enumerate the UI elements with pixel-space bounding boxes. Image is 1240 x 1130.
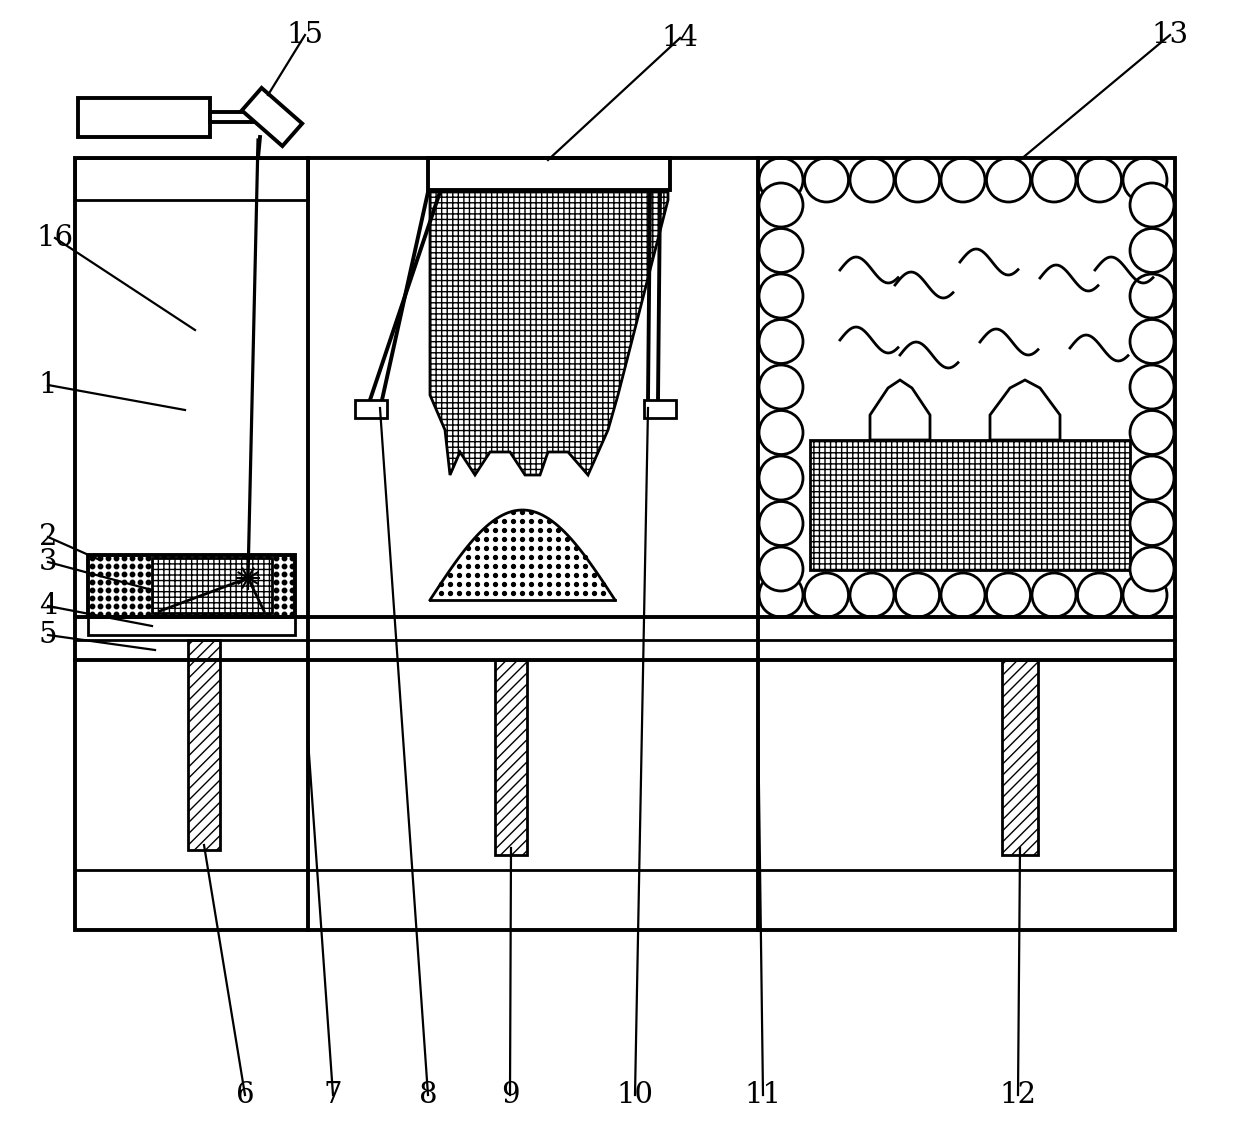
Text: 8: 8	[419, 1081, 438, 1109]
Circle shape	[1123, 158, 1167, 202]
Circle shape	[1130, 320, 1174, 364]
Bar	[88, 617, 295, 635]
Circle shape	[1130, 228, 1174, 272]
Text: 11: 11	[744, 1081, 781, 1109]
Bar	[210, 112, 260, 122]
Polygon shape	[242, 88, 303, 146]
Text: 16: 16	[36, 224, 73, 252]
Circle shape	[1130, 547, 1174, 591]
Circle shape	[1078, 573, 1121, 617]
Bar	[644, 400, 676, 418]
Circle shape	[759, 273, 804, 318]
Bar	[1002, 660, 1038, 855]
Circle shape	[1130, 183, 1174, 227]
Circle shape	[1130, 273, 1174, 318]
Circle shape	[1032, 158, 1076, 202]
Text: 12: 12	[999, 1081, 1037, 1109]
Circle shape	[1130, 410, 1174, 454]
Text: 1: 1	[38, 371, 57, 399]
Bar	[428, 158, 670, 190]
Polygon shape	[990, 380, 1060, 440]
Text: 10: 10	[616, 1081, 653, 1109]
Circle shape	[759, 502, 804, 546]
Bar	[88, 555, 295, 617]
Text: 3: 3	[38, 548, 57, 576]
Circle shape	[1032, 573, 1076, 617]
Circle shape	[759, 183, 804, 227]
Circle shape	[941, 158, 985, 202]
Text: 9: 9	[501, 1081, 520, 1109]
Bar	[495, 660, 527, 855]
Bar	[78, 98, 210, 137]
Circle shape	[895, 573, 940, 617]
Text: 14: 14	[661, 24, 698, 52]
Circle shape	[987, 158, 1030, 202]
Circle shape	[759, 457, 804, 499]
Text: 4: 4	[38, 592, 57, 620]
Circle shape	[759, 573, 804, 617]
Text: 7: 7	[324, 1081, 342, 1109]
Circle shape	[805, 573, 848, 617]
Circle shape	[759, 547, 804, 591]
Circle shape	[805, 158, 848, 202]
Text: 15: 15	[286, 21, 324, 49]
Circle shape	[759, 410, 804, 454]
Bar	[153, 558, 272, 612]
Circle shape	[1130, 502, 1174, 546]
Circle shape	[1130, 457, 1174, 499]
Circle shape	[941, 573, 985, 617]
Circle shape	[987, 573, 1030, 617]
Bar	[355, 400, 387, 418]
Circle shape	[849, 158, 894, 202]
Circle shape	[1078, 158, 1121, 202]
Text: 6: 6	[236, 1081, 254, 1109]
Circle shape	[895, 158, 940, 202]
Bar	[188, 640, 219, 850]
Text: 2: 2	[38, 523, 57, 551]
Bar	[74, 158, 308, 200]
Text: 5: 5	[38, 622, 57, 649]
Circle shape	[759, 228, 804, 272]
Circle shape	[759, 365, 804, 409]
Bar	[74, 158, 1176, 930]
Circle shape	[759, 320, 804, 364]
Circle shape	[1130, 365, 1174, 409]
Polygon shape	[870, 380, 930, 440]
Text: 13: 13	[1152, 21, 1189, 49]
Circle shape	[759, 158, 804, 202]
Circle shape	[1123, 573, 1167, 617]
Circle shape	[849, 573, 894, 617]
